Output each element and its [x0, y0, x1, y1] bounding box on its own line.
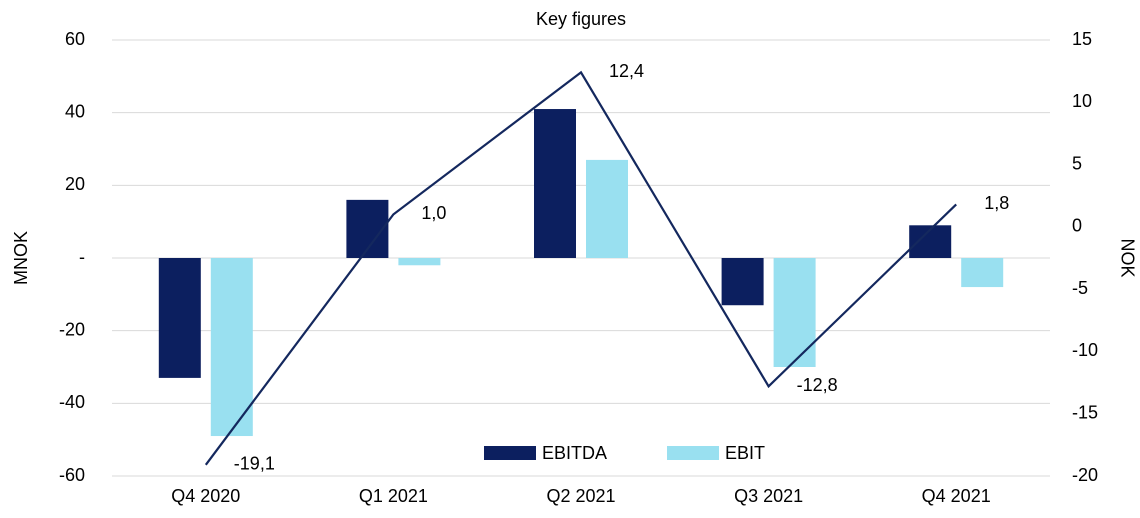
data-label: 1,8 [984, 193, 1009, 213]
x-tick-label: Q4 2021 [922, 486, 991, 506]
y2-tick-label: -10 [1072, 340, 1098, 360]
y2-tick-label: 0 [1072, 216, 1082, 236]
y2-tick-label: -5 [1072, 278, 1088, 298]
y-tick-label: 20 [65, 174, 85, 194]
x-tick-label: Q2 2021 [546, 486, 615, 506]
x-tick-label: Q4 2020 [171, 486, 240, 506]
legend-swatch [667, 446, 720, 460]
y-axis-label: MNOK [11, 231, 31, 285]
y-tick-label: - [79, 247, 85, 267]
bar [158, 258, 201, 378]
y2-tick-label: -20 [1072, 465, 1098, 485]
x-tick-label: Q1 2021 [359, 486, 428, 506]
data-label: 1,0 [421, 203, 446, 223]
y2-tick-label: 10 [1072, 91, 1092, 111]
line [204, 70, 957, 466]
y-tick-label: 60 [65, 29, 85, 49]
x-tick-label: Q3 2021 [734, 486, 803, 506]
legend-label: EBIT [725, 443, 765, 463]
bar [398, 258, 441, 266]
legend-label: EBITDA [542, 443, 607, 463]
y2-tick-label: 5 [1072, 153, 1082, 173]
y-tick-label: -60 [59, 465, 85, 485]
bar [586, 159, 628, 258]
y2-tick-label: 15 [1072, 29, 1092, 49]
data-label: 12,4 [609, 61, 644, 81]
bar [773, 258, 816, 367]
y2-axis-label: NOK [1117, 238, 1137, 277]
chart-title: Key figures [536, 9, 626, 29]
legend-swatch [484, 446, 536, 460]
bar [534, 109, 576, 259]
data-label: -19,1 [234, 454, 275, 474]
bar [721, 258, 764, 306]
y-tick-label: -40 [59, 392, 85, 412]
bar [961, 258, 1004, 288]
y-tick-label: -20 [59, 319, 85, 339]
bar [210, 258, 253, 437]
y2-tick-label: -15 [1072, 402, 1098, 422]
data-label: -12,8 [797, 375, 838, 395]
y-tick-label: 40 [65, 101, 85, 121]
